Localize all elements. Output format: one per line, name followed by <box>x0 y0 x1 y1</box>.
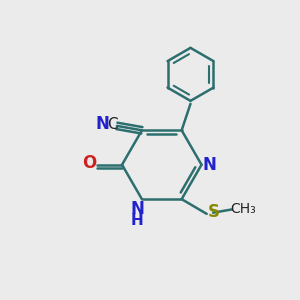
Text: O: O <box>82 154 96 172</box>
Text: CH₃: CH₃ <box>230 202 256 216</box>
Text: N: N <box>96 115 110 133</box>
Text: C: C <box>107 117 118 132</box>
Text: S: S <box>208 203 220 221</box>
Text: H: H <box>131 213 144 228</box>
Text: N: N <box>130 200 144 218</box>
Text: N: N <box>203 156 217 174</box>
